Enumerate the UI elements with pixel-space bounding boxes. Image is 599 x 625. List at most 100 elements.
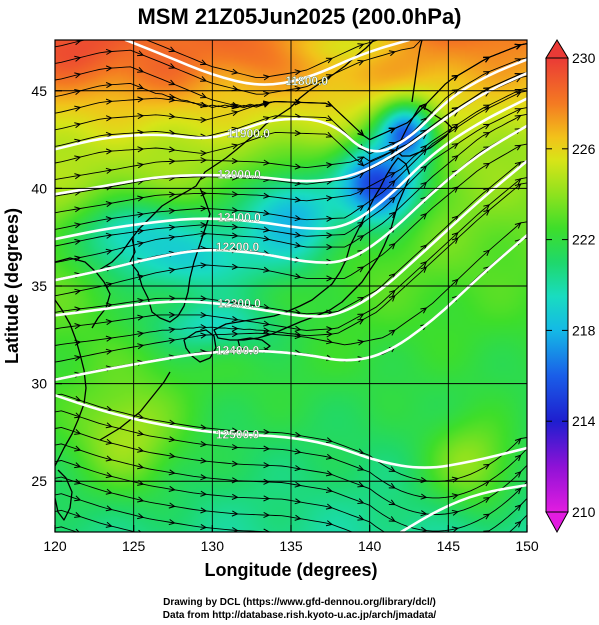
streamline-arrow bbox=[105, 422, 113, 429]
streamline-arrow bbox=[421, 560, 427, 565]
x-tick-label: 125 bbox=[122, 538, 146, 554]
streamline-arrow bbox=[105, 348, 113, 355]
streamline-arrow bbox=[388, 127, 396, 134]
streamline-arrow bbox=[514, 144, 522, 151]
streamline-arrow bbox=[262, 116, 271, 123]
streamline-arrow bbox=[168, 146, 176, 153]
streamline-arrow bbox=[388, 172, 396, 178]
streamline-arrow bbox=[483, 564, 489, 569]
streamline-arrow bbox=[137, 496, 145, 503]
streamline-arrow bbox=[168, 419, 176, 426]
streamline-arrow bbox=[137, 96, 145, 103]
streamline-arrow bbox=[451, 126, 459, 133]
streamline-arrow bbox=[483, 530, 491, 532]
streamline-arrow bbox=[200, 101, 208, 108]
streamline-arrow bbox=[200, 262, 208, 269]
streamline-arrow bbox=[357, 481, 365, 488]
streamline-arrow bbox=[137, 162, 145, 169]
streamline-arrow bbox=[263, 320, 271, 327]
streamline-arrow bbox=[514, 183, 522, 190]
streamline-arrow bbox=[515, 555, 521, 561]
streamline-arrow bbox=[137, 298, 145, 305]
streamline-arrow bbox=[137, 195, 145, 202]
streamline-arrow bbox=[294, 431, 302, 438]
streamline-arrow bbox=[200, 157, 208, 164]
contour-12400 bbox=[55, 233, 527, 381]
streamline-arrow bbox=[263, 266, 271, 273]
streamline-arrow bbox=[483, 581, 489, 586]
streamline-arrow bbox=[420, 510, 428, 517]
streamline-arrow bbox=[326, 275, 334, 282]
streamline-arrow bbox=[325, 503, 334, 510]
streamline-arrow bbox=[294, 273, 302, 280]
contour-label: 12200.0 bbox=[216, 240, 260, 254]
streamline-arrow bbox=[514, 108, 522, 114]
streamline-arrow bbox=[451, 89, 459, 96]
streamline-arrow bbox=[168, 93, 176, 100]
streamline-arrow bbox=[389, 566, 395, 571]
streamline-arrow bbox=[514, 437, 522, 445]
streamline-arrow bbox=[294, 514, 302, 521]
streamline-arrow bbox=[388, 329, 396, 336]
streamline-arrow bbox=[168, 46, 176, 53]
streamline-arrow bbox=[105, 82, 113, 89]
streamline-arrow bbox=[74, 412, 82, 419]
streamline-arrow bbox=[200, 440, 208, 448]
streamline-arrow bbox=[514, 91, 522, 98]
streamline-arrow bbox=[264, 546, 270, 551]
streamline-arrow bbox=[231, 103, 239, 110]
contour-label: 12300.0 bbox=[217, 297, 261, 311]
coastline-korean-peninsula bbox=[129, 187, 211, 323]
streamline-arrow bbox=[168, 519, 176, 526]
streamline-arrow bbox=[137, 430, 145, 437]
streamline-arrow bbox=[137, 241, 145, 247]
streamline-arrow bbox=[483, 209, 491, 216]
y-axis: 25 30 35 40 45 bbox=[31, 83, 62, 489]
streamline-arrow bbox=[325, 520, 334, 527]
streamline-arrow bbox=[514, 114, 522, 121]
streamline-arrow bbox=[168, 295, 176, 302]
streamline-arrow bbox=[168, 158, 176, 165]
streamline-arrow bbox=[514, 44, 522, 50]
streamline-arrow bbox=[389, 550, 395, 555]
y-tick-label: 30 bbox=[31, 376, 47, 392]
streamline-arrow bbox=[514, 504, 522, 511]
streamline-arrow bbox=[105, 232, 113, 239]
streamline-arrow bbox=[200, 523, 208, 531]
streamline-arrow bbox=[231, 510, 239, 517]
streamline-arrow bbox=[357, 296, 365, 303]
streamline-arrow bbox=[325, 470, 334, 477]
streamline-arrow bbox=[231, 232, 239, 239]
streamline-arrow bbox=[74, 445, 82, 452]
streamline-arrow bbox=[74, 323, 82, 330]
streamline-arrow bbox=[325, 115, 333, 121]
streamline-arrow bbox=[420, 266, 428, 273]
streamline-arrow bbox=[451, 154, 459, 162]
streamline-arrow bbox=[74, 222, 82, 229]
x-tick-label: 150 bbox=[515, 538, 539, 554]
streamline-arrow bbox=[74, 122, 82, 129]
contour-label: 12400.0 bbox=[216, 343, 260, 357]
streamline-arrow bbox=[231, 68, 239, 75]
streamline-arrow bbox=[231, 191, 239, 198]
streamline-arrow bbox=[106, 539, 112, 544]
colorbar-tick-label: 214 bbox=[572, 413, 596, 429]
streamline-arrow bbox=[137, 513, 145, 520]
streamline-arrow bbox=[483, 513, 491, 520]
streamline-arrow bbox=[451, 215, 459, 222]
streamline-arrow bbox=[326, 232, 334, 239]
streamline-arrow bbox=[388, 211, 396, 219]
coastline-yangtze bbox=[91, 271, 111, 329]
streamline-arrow bbox=[231, 143, 239, 150]
contour-12300 bbox=[55, 159, 527, 318]
streamline-arrow bbox=[294, 325, 302, 332]
streamline-arrow bbox=[168, 234, 176, 241]
streamline-arrow bbox=[514, 487, 522, 495]
streamline-arrow bbox=[452, 577, 458, 582]
streamline-arrow bbox=[357, 339, 365, 346]
streamline-arrow bbox=[420, 261, 428, 268]
streamline-arrow bbox=[483, 497, 491, 503]
streamline-arrow bbox=[389, 179, 396, 187]
streamline-arrow bbox=[420, 493, 428, 500]
x-axis-label: Longitude (degrees) bbox=[204, 560, 377, 580]
